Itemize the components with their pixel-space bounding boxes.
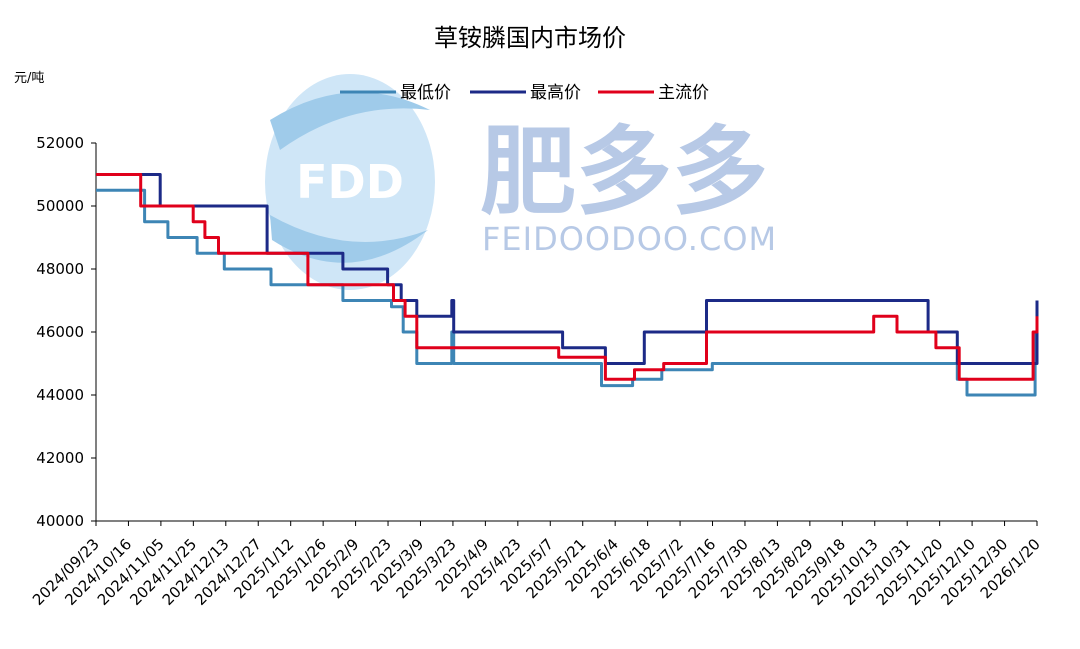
series-group bbox=[96, 173, 1039, 397]
y-tick-label: 40000 bbox=[36, 512, 84, 530]
y-tick-label: 50000 bbox=[36, 197, 84, 215]
watermark-brand-cn: 肥多多 bbox=[480, 116, 768, 228]
x-axis: 2024/09/232024/10/162024/11/052024/11/25… bbox=[29, 521, 1044, 609]
y-tick-label: 42000 bbox=[36, 449, 84, 467]
series-line-1 bbox=[96, 173, 1039, 365]
y-tick-label: 48000 bbox=[36, 260, 84, 278]
watermark-brand-en: FEIDOODOO.COM bbox=[482, 220, 777, 258]
legend-label: 最低价 bbox=[400, 83, 451, 103]
watermark: FDD 肥多多 FEIDOODOO.COM bbox=[265, 74, 777, 290]
y-axis: 40000 42000 44000 46000 48000 50000 52000 bbox=[36, 134, 96, 530]
chart-title: 草铵膦国内市场价 bbox=[434, 24, 626, 52]
y-tick-label: 52000 bbox=[36, 134, 84, 152]
y-tick-label: 46000 bbox=[36, 323, 84, 341]
watermark-wave-icon bbox=[270, 215, 428, 263]
legend-label: 最高价 bbox=[530, 83, 581, 103]
legend: 最低价 最高价 主流价 bbox=[340, 83, 709, 103]
series-line-2 bbox=[96, 173, 1039, 381]
watermark-logo-text: FDD bbox=[296, 155, 404, 209]
y-tick-label: 44000 bbox=[36, 386, 84, 404]
y-axis-unit: 元/吨 bbox=[14, 71, 44, 86]
watermark-wave-icon bbox=[270, 92, 430, 150]
legend-label: 主流价 bbox=[658, 83, 709, 103]
